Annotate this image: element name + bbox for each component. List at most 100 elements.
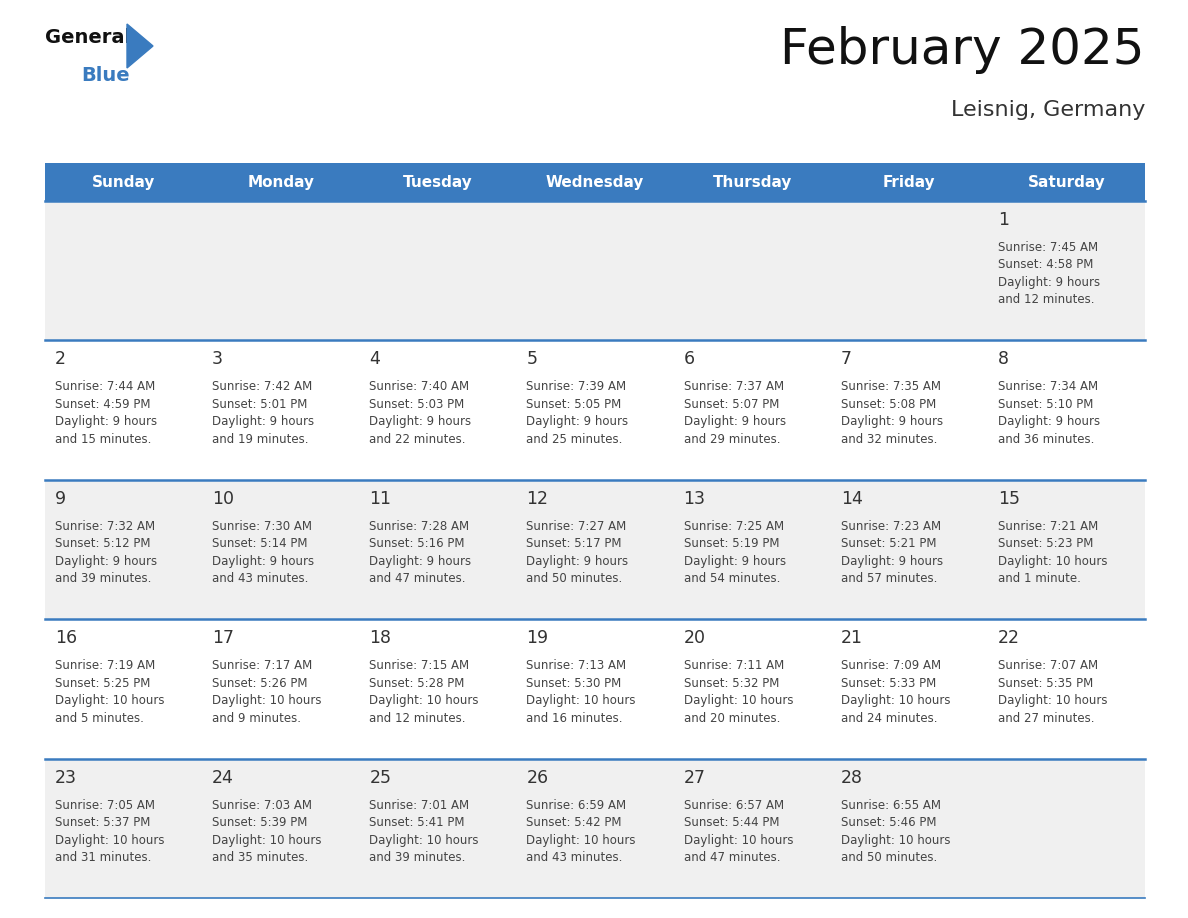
- Text: Daylight: 9 hours: Daylight: 9 hours: [369, 554, 472, 568]
- Text: 24: 24: [213, 768, 234, 787]
- Text: Daylight: 9 hours: Daylight: 9 hours: [526, 554, 628, 568]
- Text: and 43 minutes.: and 43 minutes.: [526, 851, 623, 864]
- Text: Sunrise: 7:07 AM: Sunrise: 7:07 AM: [998, 659, 1098, 672]
- Text: Sunset: 5:30 PM: Sunset: 5:30 PM: [526, 677, 621, 689]
- Text: Sunrise: 7:21 AM: Sunrise: 7:21 AM: [998, 520, 1098, 532]
- Text: and 25 minutes.: and 25 minutes.: [526, 433, 623, 446]
- Text: Sunset: 5:26 PM: Sunset: 5:26 PM: [213, 677, 308, 689]
- Text: and 39 minutes.: and 39 minutes.: [55, 572, 151, 586]
- Text: Sunrise: 7:23 AM: Sunrise: 7:23 AM: [841, 520, 941, 532]
- Bar: [830, 620, 988, 758]
- Text: 14: 14: [841, 490, 862, 508]
- Text: and 22 minutes.: and 22 minutes.: [369, 433, 466, 446]
- Text: 23: 23: [55, 768, 77, 787]
- Bar: [988, 480, 1145, 620]
- Text: 3: 3: [213, 351, 223, 368]
- Bar: [830, 201, 988, 341]
- Text: and 47 minutes.: and 47 minutes.: [369, 572, 466, 586]
- Text: and 19 minutes.: and 19 minutes.: [213, 433, 309, 446]
- Text: 27: 27: [683, 768, 706, 787]
- Text: Daylight: 10 hours: Daylight: 10 hours: [841, 694, 950, 707]
- Text: and 16 minutes.: and 16 minutes.: [526, 711, 623, 724]
- Text: Daylight: 10 hours: Daylight: 10 hours: [369, 834, 479, 846]
- Text: Daylight: 9 hours: Daylight: 9 hours: [841, 554, 943, 568]
- Text: 19: 19: [526, 629, 549, 647]
- Bar: [45, 201, 202, 341]
- Text: Daylight: 9 hours: Daylight: 9 hours: [55, 416, 157, 429]
- Bar: [45, 620, 202, 758]
- Bar: [359, 201, 517, 341]
- Bar: [674, 163, 830, 201]
- Text: Daylight: 9 hours: Daylight: 9 hours: [998, 416, 1100, 429]
- Text: Sunrise: 7:19 AM: Sunrise: 7:19 AM: [55, 659, 156, 672]
- Text: and 36 minutes.: and 36 minutes.: [998, 433, 1094, 446]
- Text: Sunset: 5:23 PM: Sunset: 5:23 PM: [998, 537, 1093, 550]
- Bar: [202, 758, 359, 898]
- Text: Sunrise: 7:34 AM: Sunrise: 7:34 AM: [998, 380, 1098, 394]
- Text: and 12 minutes.: and 12 minutes.: [369, 711, 466, 724]
- Text: Daylight: 10 hours: Daylight: 10 hours: [683, 694, 794, 707]
- Text: Friday: Friday: [883, 174, 936, 189]
- Text: Daylight: 10 hours: Daylight: 10 hours: [526, 834, 636, 846]
- Bar: [517, 620, 674, 758]
- Text: 17: 17: [213, 629, 234, 647]
- Text: Saturday: Saturday: [1028, 174, 1105, 189]
- Text: and 15 minutes.: and 15 minutes.: [55, 433, 151, 446]
- Bar: [830, 341, 988, 480]
- Text: Sunrise: 7:03 AM: Sunrise: 7:03 AM: [213, 799, 312, 812]
- Text: Sunrise: 6:55 AM: Sunrise: 6:55 AM: [841, 799, 941, 812]
- Text: and 24 minutes.: and 24 minutes.: [841, 711, 937, 724]
- Text: Sunset: 5:10 PM: Sunset: 5:10 PM: [998, 397, 1093, 411]
- Text: and 32 minutes.: and 32 minutes.: [841, 433, 937, 446]
- Text: and 29 minutes.: and 29 minutes.: [683, 433, 781, 446]
- Text: Sunset: 5:14 PM: Sunset: 5:14 PM: [213, 537, 308, 550]
- Text: Blue: Blue: [81, 66, 129, 85]
- Text: Thursday: Thursday: [713, 174, 792, 189]
- Text: Sunrise: 7:05 AM: Sunrise: 7:05 AM: [55, 799, 154, 812]
- Bar: [674, 758, 830, 898]
- Bar: [988, 201, 1145, 341]
- Text: 22: 22: [998, 629, 1019, 647]
- Bar: [202, 480, 359, 620]
- Text: Daylight: 10 hours: Daylight: 10 hours: [683, 834, 794, 846]
- Text: Sunrise: 7:27 AM: Sunrise: 7:27 AM: [526, 520, 627, 532]
- Text: Daylight: 9 hours: Daylight: 9 hours: [55, 554, 157, 568]
- Text: and 57 minutes.: and 57 minutes.: [841, 572, 937, 586]
- Text: Daylight: 10 hours: Daylight: 10 hours: [213, 834, 322, 846]
- Text: 4: 4: [369, 351, 380, 368]
- Text: 1: 1: [998, 211, 1009, 229]
- Text: Daylight: 9 hours: Daylight: 9 hours: [683, 416, 785, 429]
- Text: February 2025: February 2025: [781, 26, 1145, 74]
- Bar: [674, 620, 830, 758]
- Text: 10: 10: [213, 490, 234, 508]
- Bar: [830, 163, 988, 201]
- Text: and 54 minutes.: and 54 minutes.: [683, 572, 781, 586]
- Text: 12: 12: [526, 490, 549, 508]
- Text: 5: 5: [526, 351, 537, 368]
- Text: 18: 18: [369, 629, 391, 647]
- Text: Sunset: 5:19 PM: Sunset: 5:19 PM: [683, 537, 779, 550]
- Text: Sunset: 5:16 PM: Sunset: 5:16 PM: [369, 537, 465, 550]
- Text: Sunset: 5:01 PM: Sunset: 5:01 PM: [213, 397, 308, 411]
- Text: 25: 25: [369, 768, 391, 787]
- Text: and 50 minutes.: and 50 minutes.: [526, 572, 623, 586]
- Text: Daylight: 9 hours: Daylight: 9 hours: [998, 276, 1100, 289]
- Bar: [359, 620, 517, 758]
- Bar: [988, 163, 1145, 201]
- Text: Sunset: 5:33 PM: Sunset: 5:33 PM: [841, 677, 936, 689]
- Text: 15: 15: [998, 490, 1019, 508]
- Text: Sunrise: 7:25 AM: Sunrise: 7:25 AM: [683, 520, 784, 532]
- Text: Daylight: 9 hours: Daylight: 9 hours: [526, 416, 628, 429]
- Text: Sunset: 5:28 PM: Sunset: 5:28 PM: [369, 677, 465, 689]
- Text: Sunrise: 7:28 AM: Sunrise: 7:28 AM: [369, 520, 469, 532]
- Text: Daylight: 10 hours: Daylight: 10 hours: [998, 554, 1107, 568]
- Text: 8: 8: [998, 351, 1009, 368]
- Text: Sunrise: 6:59 AM: Sunrise: 6:59 AM: [526, 799, 626, 812]
- Bar: [674, 480, 830, 620]
- Text: Sunrise: 7:44 AM: Sunrise: 7:44 AM: [55, 380, 156, 394]
- Polygon shape: [127, 24, 153, 68]
- Text: and 12 minutes.: and 12 minutes.: [998, 294, 1094, 307]
- Text: Sunset: 5:35 PM: Sunset: 5:35 PM: [998, 677, 1093, 689]
- Text: Daylight: 9 hours: Daylight: 9 hours: [369, 416, 472, 429]
- Bar: [359, 758, 517, 898]
